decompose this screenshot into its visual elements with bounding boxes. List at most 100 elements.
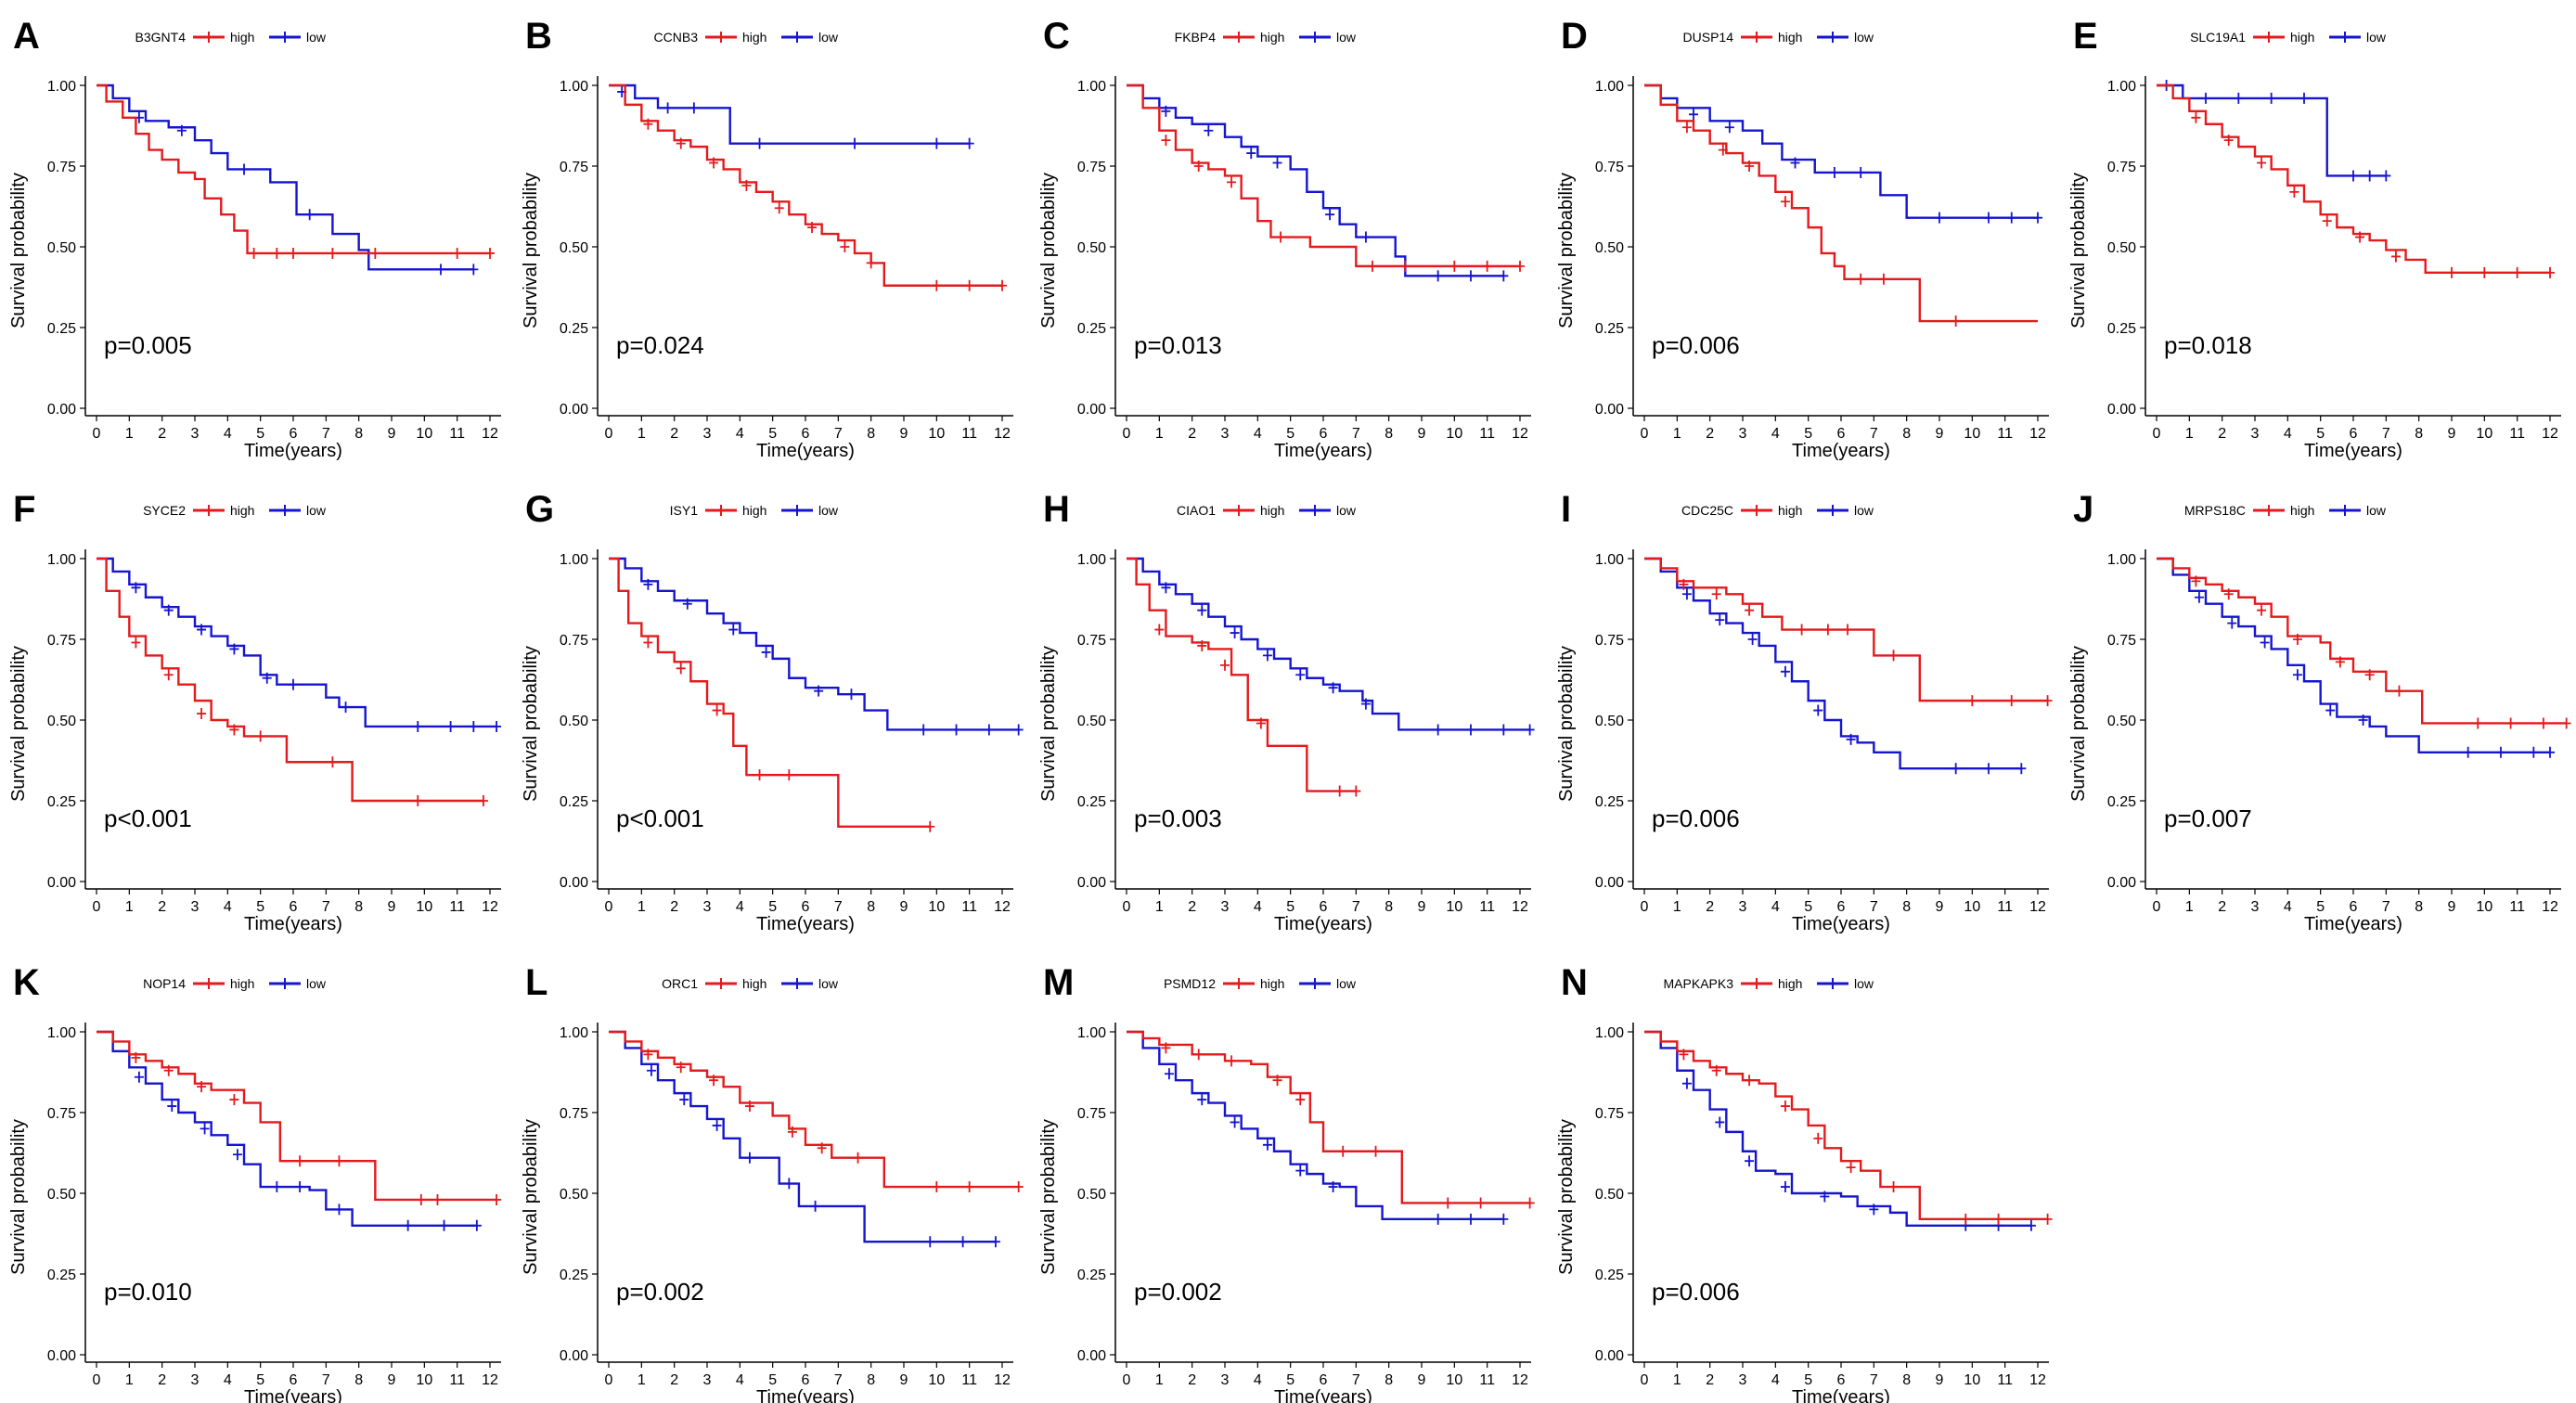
censor-mark-low <box>1360 698 1371 710</box>
y-tick-label: 1.00 <box>560 1025 588 1041</box>
km-curve-high <box>1644 1030 2048 1221</box>
legend-high-marker <box>203 505 214 516</box>
y-tick-label: 0.50 <box>47 240 76 256</box>
censor-mark-low <box>728 624 739 636</box>
panel-label-M: M <box>1043 962 1074 1003</box>
y-tick-label: 1.00 <box>47 1025 76 1041</box>
censor-mark-low <box>1161 105 1171 117</box>
censor-mark-high <box>1193 1049 1204 1061</box>
panel-label-F: F <box>13 489 35 530</box>
p-value-B: p=0.024 <box>616 331 704 359</box>
censor-mark-low <box>1951 763 1961 775</box>
y-tick-label: 0.50 <box>1077 1187 1106 1203</box>
y-axis-label: Survival probability <box>2068 173 2089 328</box>
x-tick-label: 0 <box>93 426 101 442</box>
panel-label-N: N <box>1561 962 1588 1003</box>
y-tick-label: 0.75 <box>1077 1106 1106 1122</box>
legend-high-marker <box>2263 32 2274 43</box>
x-tick-label: 2 <box>1706 899 1714 915</box>
censor-mark-high <box>131 1051 141 1063</box>
y-tick-label: 0.00 <box>47 875 76 891</box>
censor-mark-low <box>2349 170 2358 182</box>
censor-mark-high <box>163 1064 174 1076</box>
p-value-E: p=0.018 <box>2164 331 2252 359</box>
x-tick-label: 3 <box>2251 899 2260 915</box>
x-tick-label: 0 <box>1123 899 1131 915</box>
censor-mark-low <box>846 689 857 701</box>
censor-mark-high <box>925 820 935 832</box>
x-tick-label: 2 <box>1188 1372 1196 1388</box>
censor-mark-high <box>1888 1181 1899 1193</box>
censor-mark-low <box>2194 591 2204 603</box>
censor-mark-high <box>2289 186 2299 198</box>
censor-mark-high <box>1449 260 1460 272</box>
x-tick-label: 8 <box>867 1372 875 1388</box>
censor-mark-high <box>774 202 784 214</box>
censor-mark-high <box>2364 669 2375 681</box>
legend-high-label: high <box>230 30 254 45</box>
y-tick-label: 0.25 <box>2107 321 2136 337</box>
censor-mark-high <box>328 756 338 768</box>
x-tick-label: 1 <box>638 899 646 915</box>
x-tick-label: 8 <box>354 899 363 915</box>
x-tick-label: 1 <box>1155 426 1164 442</box>
censor-mark-low <box>712 1119 722 1131</box>
y-tick-label: 1.00 <box>47 552 76 568</box>
censor-mark-low <box>239 163 249 175</box>
x-tick-label: 0 <box>93 899 101 915</box>
censor-mark-low <box>1295 1165 1306 1177</box>
censor-mark-low <box>2381 170 2391 182</box>
x-tick-label: 1 <box>1673 426 1681 442</box>
y-tick-label: 0.25 <box>1077 321 1106 337</box>
x-tick-label: 7 <box>1352 899 1360 915</box>
x-tick-label: 11 <box>449 1372 465 1388</box>
x-tick-label: 6 <box>1320 426 1328 442</box>
x-tick-label: 8 <box>2415 899 2423 915</box>
censor-mark-low <box>200 1123 210 1135</box>
censor-mark-high <box>2473 717 2483 729</box>
x-tick-label: 11 <box>1997 899 2013 915</box>
x-tick-label: 12 <box>994 426 1011 442</box>
legend-high-label: high <box>742 976 766 991</box>
x-tick-label: 5 <box>1804 899 1812 915</box>
censor-mark-low <box>1499 724 1509 736</box>
y-tick-label: 0.25 <box>1595 1268 1624 1283</box>
censor-mark-high <box>432 1193 443 1205</box>
censor-mark-high <box>229 724 239 736</box>
legend-low-label: low <box>818 976 839 991</box>
censor-mark-low <box>1295 669 1306 681</box>
y-tick-label: 0.00 <box>1077 402 1106 418</box>
censor-mark-low <box>1433 1213 1443 1225</box>
censor-mark-high <box>2292 634 2302 645</box>
legend-low-marker <box>279 978 290 989</box>
x-tick-label: 5 <box>2316 899 2325 915</box>
censor-mark-low <box>295 1181 305 1193</box>
censor-mark-high <box>643 118 653 130</box>
x-tick-label: 9 <box>900 1372 908 1388</box>
x-tick-label: 9 <box>900 899 908 915</box>
censor-mark-low <box>754 137 765 149</box>
censor-mark-low <box>1204 124 1214 136</box>
y-tick-label: 0.25 <box>560 794 588 810</box>
y-tick-label: 0.25 <box>1595 321 1624 337</box>
legend-gene-A: B3GNT4 <box>135 30 187 45</box>
legend-gene-B: CCNB3 <box>654 30 699 45</box>
censor-mark-high <box>1951 315 1961 328</box>
x-tick-label: 6 <box>802 426 810 442</box>
censor-mark-high <box>817 1142 827 1154</box>
y-tick-label: 1.00 <box>2107 552 2136 568</box>
km-curve-high <box>609 84 1002 287</box>
censor-mark-high <box>1475 1197 1486 1209</box>
x-tick-label: 11 <box>961 426 977 442</box>
p-value-G: p<0.001 <box>616 804 704 832</box>
legend-low-label: low <box>818 30 839 45</box>
y-tick-label: 1.00 <box>1077 1025 1106 1041</box>
x-tick-label: 4 <box>2284 899 2292 915</box>
censor-mark-high <box>1227 1055 1237 1067</box>
x-tick-label: 5 <box>768 426 777 442</box>
y-tick-label: 0.00 <box>2107 875 2136 891</box>
p-value-I: p=0.006 <box>1652 804 1740 832</box>
km-curve-low <box>2157 84 2387 177</box>
legend-high-label: high <box>1260 503 1284 518</box>
